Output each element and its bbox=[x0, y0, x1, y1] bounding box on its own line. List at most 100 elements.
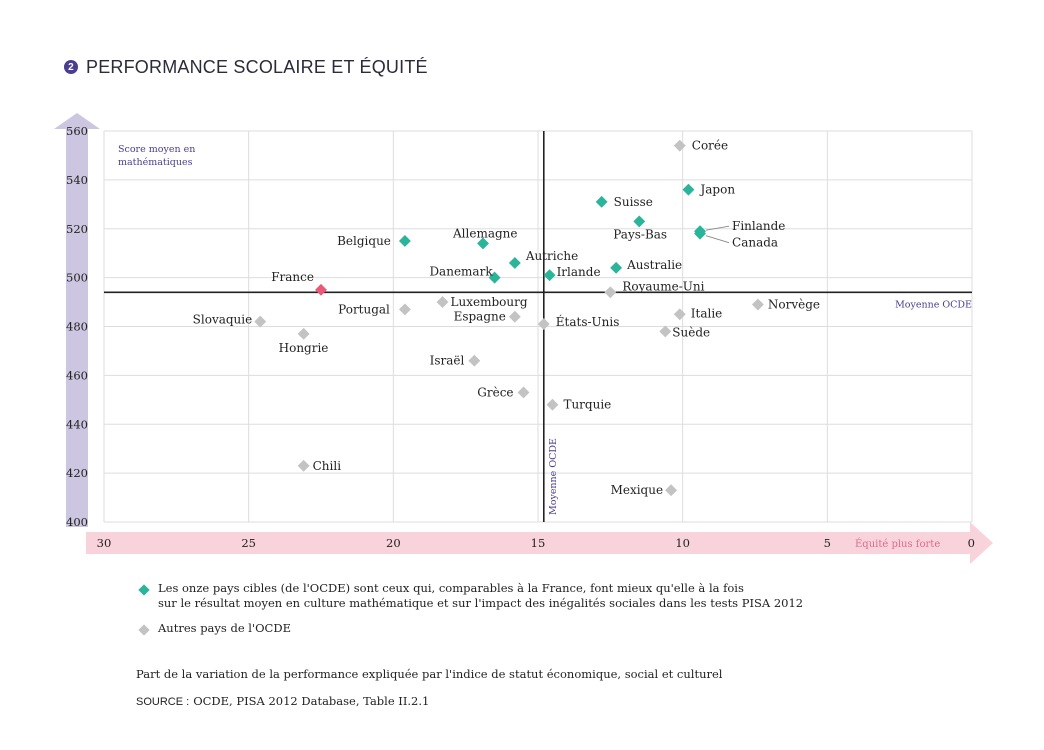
x-tick-label: 30 bbox=[97, 536, 112, 550]
point-other bbox=[665, 484, 678, 497]
point-target bbox=[543, 269, 556, 282]
x-tick-label: 20 bbox=[386, 536, 401, 550]
point-target bbox=[694, 227, 706, 240]
point-target bbox=[610, 261, 623, 274]
grey-diamond-icon bbox=[138, 624, 150, 636]
x-tick-label: 25 bbox=[241, 536, 256, 550]
point-label: Espagne bbox=[454, 310, 506, 324]
point-label: États-Unis bbox=[556, 314, 620, 329]
y-tick-label: 500 bbox=[66, 271, 88, 285]
axis-ticks: 400 420 440 460 480 500 520 540 560 30 25 20 15 10 5 0 É… bbox=[66, 124, 975, 550]
y-tick-label: 520 bbox=[66, 222, 88, 236]
leader-line bbox=[705, 235, 730, 244]
point-label: Belgique bbox=[337, 234, 391, 248]
point-label: Canada bbox=[732, 236, 778, 250]
point-target bbox=[682, 183, 695, 196]
y-axis-arrow-shaft bbox=[66, 129, 88, 527]
point-target bbox=[488, 271, 501, 284]
point-label: Chili bbox=[313, 459, 342, 473]
source-text: OCDE, PISA 2012 Database, Table II.2.1 bbox=[193, 694, 430, 708]
y-axis-arrow-head bbox=[54, 113, 100, 129]
point-other bbox=[468, 354, 481, 367]
y-tick-label: 400 bbox=[66, 515, 88, 529]
x-tick-label: 5 bbox=[824, 536, 831, 550]
source-label: SOURCE : bbox=[136, 696, 190, 708]
point-other bbox=[297, 327, 310, 340]
legend-target-line-2: sur le résultat moyen en culture mathéma… bbox=[158, 596, 804, 610]
point-other bbox=[673, 139, 686, 152]
legend-target-line-1: Les onze pays cibles (de l'OCDE) sont ce… bbox=[158, 581, 744, 595]
point-label: Australie bbox=[626, 258, 682, 272]
point-other bbox=[604, 286, 617, 299]
teal-diamond-icon bbox=[138, 584, 150, 596]
y-tick-label: 440 bbox=[66, 417, 88, 431]
oecd-average-horizontal-label: Moyenne OCDE bbox=[895, 299, 972, 310]
point-label: Japon bbox=[698, 183, 735, 197]
point-label: Luxembourg bbox=[451, 295, 528, 309]
chart-grid bbox=[103, 130, 973, 523]
y-tick-label: 540 bbox=[66, 173, 88, 187]
x-tick-label: 10 bbox=[675, 536, 690, 550]
point-other bbox=[546, 398, 559, 411]
axis-arrows bbox=[54, 113, 993, 564]
point-other bbox=[537, 318, 550, 330]
oecd-average-vertical-label: Moyenne OCDE bbox=[548, 438, 559, 515]
point-other bbox=[436, 296, 449, 309]
point-label: Suède bbox=[672, 325, 710, 339]
scatter-chart: 400 420 440 460 480 500 520 540 560 30 25 20 15 10 5 0 É… bbox=[54, 113, 993, 564]
point-target bbox=[398, 235, 411, 247]
y-axis-title-line-1: Score moyen en bbox=[118, 144, 195, 155]
point-target bbox=[508, 257, 521, 269]
legend-item-other: Autres pays de l'OCDE bbox=[138, 621, 803, 636]
x-direction-label: Équité plus forte bbox=[855, 538, 940, 550]
point-label: Israël bbox=[430, 354, 465, 368]
point-label: France bbox=[271, 270, 314, 284]
point-other bbox=[254, 315, 267, 328]
x-tick-label: 15 bbox=[531, 536, 546, 550]
point-label: Turquie bbox=[563, 398, 611, 412]
point-label: Portugal bbox=[338, 302, 390, 316]
x-axis-caption: Part de la variation de la performance e… bbox=[136, 667, 723, 681]
point-label: Slovaquie bbox=[193, 313, 253, 327]
point-label: Grèce bbox=[477, 385, 513, 399]
point-label: Corée bbox=[692, 139, 728, 153]
point-label: Norvège bbox=[768, 298, 820, 312]
point-target bbox=[595, 195, 608, 208]
legend-label-target: Les onze pays cibles (de l'OCDE) sont ce… bbox=[158, 581, 803, 611]
y-tick-label: 420 bbox=[66, 466, 88, 480]
point-label: Irlande bbox=[557, 265, 601, 279]
page-title: 2 PERFORMANCE SCOLAIRE ET ÉQUITÉ bbox=[64, 57, 428, 77]
point-target bbox=[633, 215, 646, 228]
source-note: SOURCE : OCDE, PISA 2012 Database, Table … bbox=[136, 694, 429, 708]
data-labels: Japon Suisse Pays-Bas Finlande Canada Belgiqu… bbox=[193, 139, 820, 498]
legend-label-other: Autres pays de l'OCDE bbox=[158, 621, 291, 635]
x-tick-label: 0 bbox=[968, 536, 975, 550]
point-label: Suisse bbox=[614, 195, 653, 209]
data-points bbox=[254, 139, 764, 497]
point-label: Allemagne bbox=[452, 226, 518, 240]
x-axis-arrow-head bbox=[970, 522, 993, 564]
point-label: Danemark bbox=[429, 265, 493, 279]
point-other bbox=[517, 386, 530, 399]
x-axis-arrow-shaft bbox=[86, 532, 972, 554]
y-tick-label: 560 bbox=[66, 124, 88, 138]
point-label: Royaume-Uni bbox=[622, 279, 704, 293]
point-other bbox=[508, 310, 521, 323]
section-number-badge: 2 bbox=[64, 60, 78, 74]
legend: Les onze pays cibles (de l'OCDE) sont ce… bbox=[138, 581, 803, 646]
chart-title: PERFORMANCE SCOLAIRE ET ÉQUITÉ bbox=[86, 57, 428, 77]
point-label: Finlande bbox=[732, 219, 785, 233]
point-other bbox=[659, 325, 672, 338]
y-axis-title-line-2: mathématiques bbox=[118, 157, 193, 168]
leader-line bbox=[705, 225, 730, 231]
point-other bbox=[297, 459, 310, 472]
point-france bbox=[315, 283, 327, 296]
y-tick-label: 460 bbox=[66, 368, 88, 382]
point-label: Italie bbox=[691, 306, 723, 320]
point-other bbox=[751, 298, 764, 311]
point-label: Hongrie bbox=[279, 341, 329, 355]
point-label: Autriche bbox=[525, 249, 578, 263]
y-tick-label: 480 bbox=[66, 320, 88, 334]
point-other bbox=[673, 308, 686, 321]
point-label: Mexique bbox=[611, 483, 664, 497]
